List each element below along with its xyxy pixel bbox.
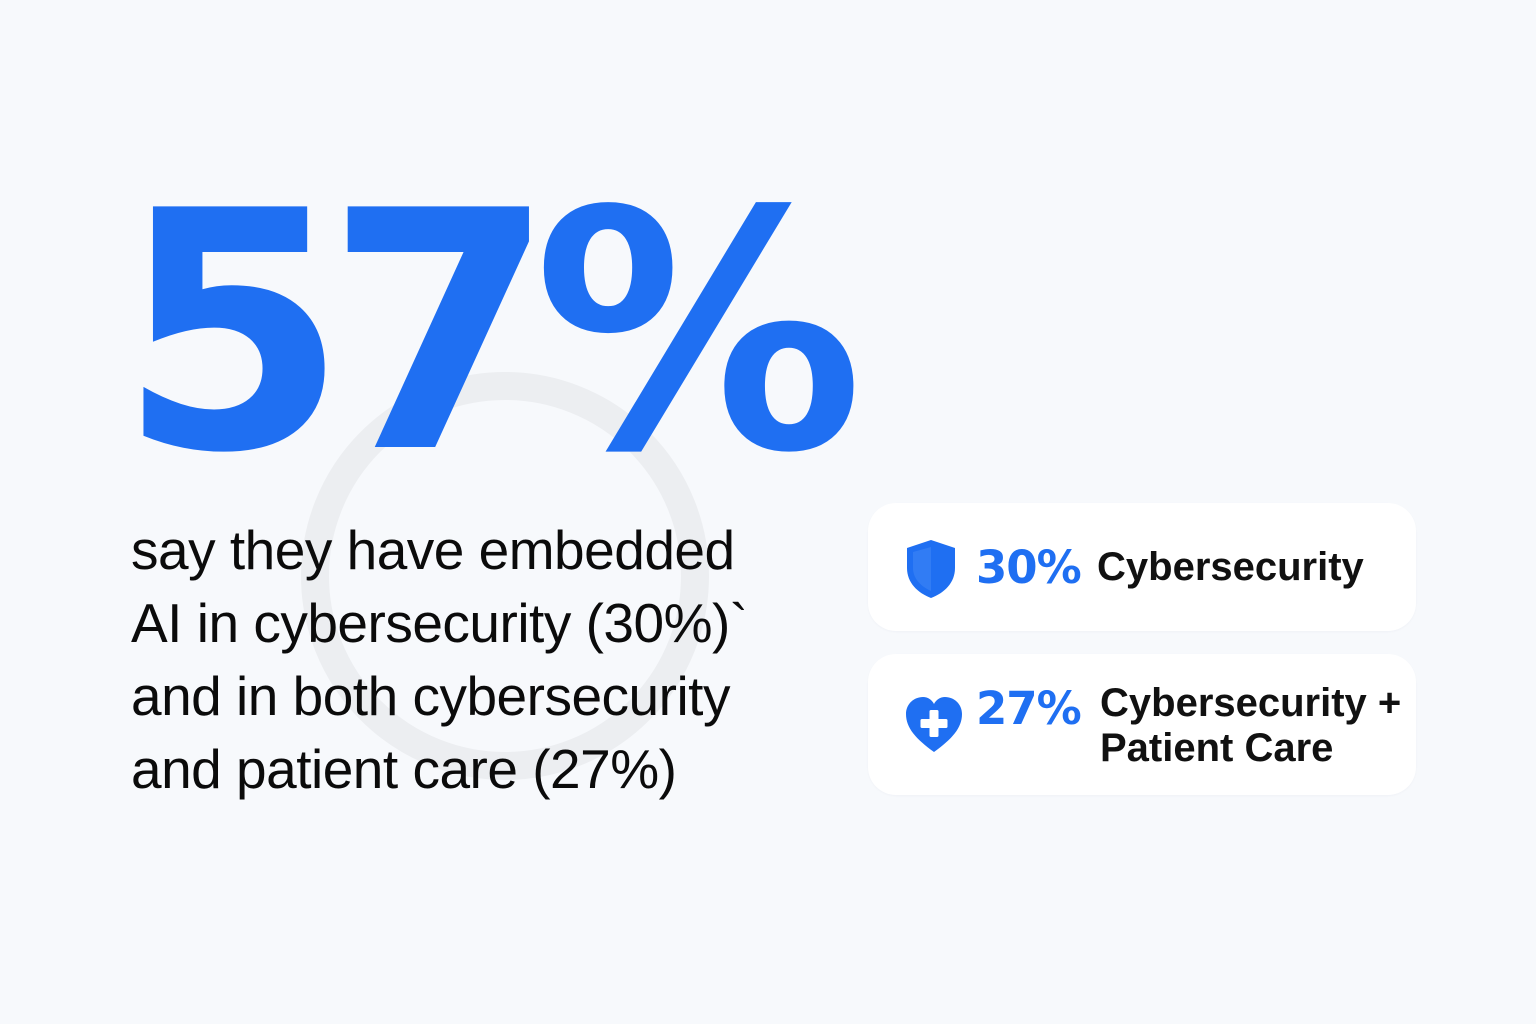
description-line: AI in cybersecurity (30%)`	[131, 592, 748, 654]
card-percentage: 27%	[976, 682, 1082, 735]
heart-medical-icon	[906, 697, 962, 752]
description-line: and in both cybersecurity	[131, 665, 730, 727]
card-label: Cybersecurity + Patient Care	[1100, 681, 1401, 771]
description-line: and patient care (27%)	[131, 738, 677, 800]
stat-card-cybersecurity: 30% Cybersecurity	[868, 503, 1416, 631]
card-percentage: 30%	[976, 541, 1082, 594]
card-label: Cybersecurity	[1097, 545, 1364, 590]
description-line: say they have embedded	[131, 519, 735, 581]
headline-percentage: 57%	[118, 141, 864, 525]
description-text: say they have embedded AI in cybersecuri…	[131, 514, 851, 806]
card-label-line: Cybersecurity	[1097, 545, 1364, 589]
card-label-line: Patient Care	[1100, 726, 1334, 770]
background-ring-decoration	[301, 372, 709, 780]
shield-icon	[907, 540, 955, 598]
card-label-line: Cybersecurity +	[1100, 681, 1402, 725]
stat-card-cybersecurity-patient-care: 27% Cybersecurity + Patient Care	[868, 654, 1416, 795]
